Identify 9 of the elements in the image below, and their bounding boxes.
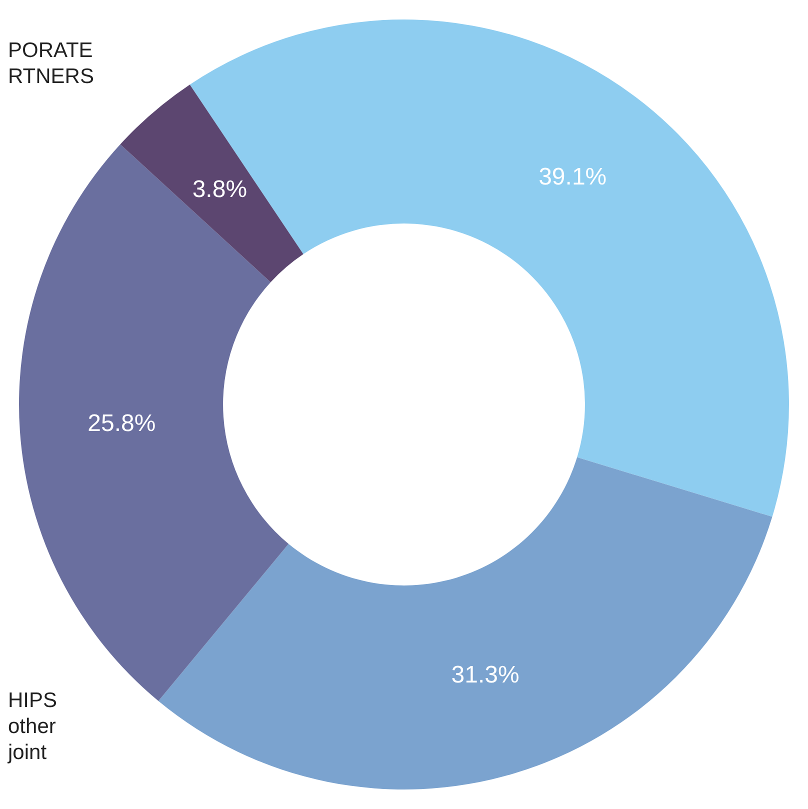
data-label: 31.3% bbox=[451, 662, 520, 689]
donut-slice bbox=[158, 457, 772, 790]
data-label: 25.8% bbox=[88, 410, 156, 437]
data-label: 3.8% bbox=[192, 176, 248, 203]
data-label: 39.1% bbox=[538, 163, 607, 190]
donut-slice bbox=[190, 20, 789, 517]
donut-slice bbox=[120, 84, 304, 282]
text: PORATE RTNERS bbox=[8, 39, 94, 88]
text: HIPS other joint bbox=[7, 689, 58, 764]
